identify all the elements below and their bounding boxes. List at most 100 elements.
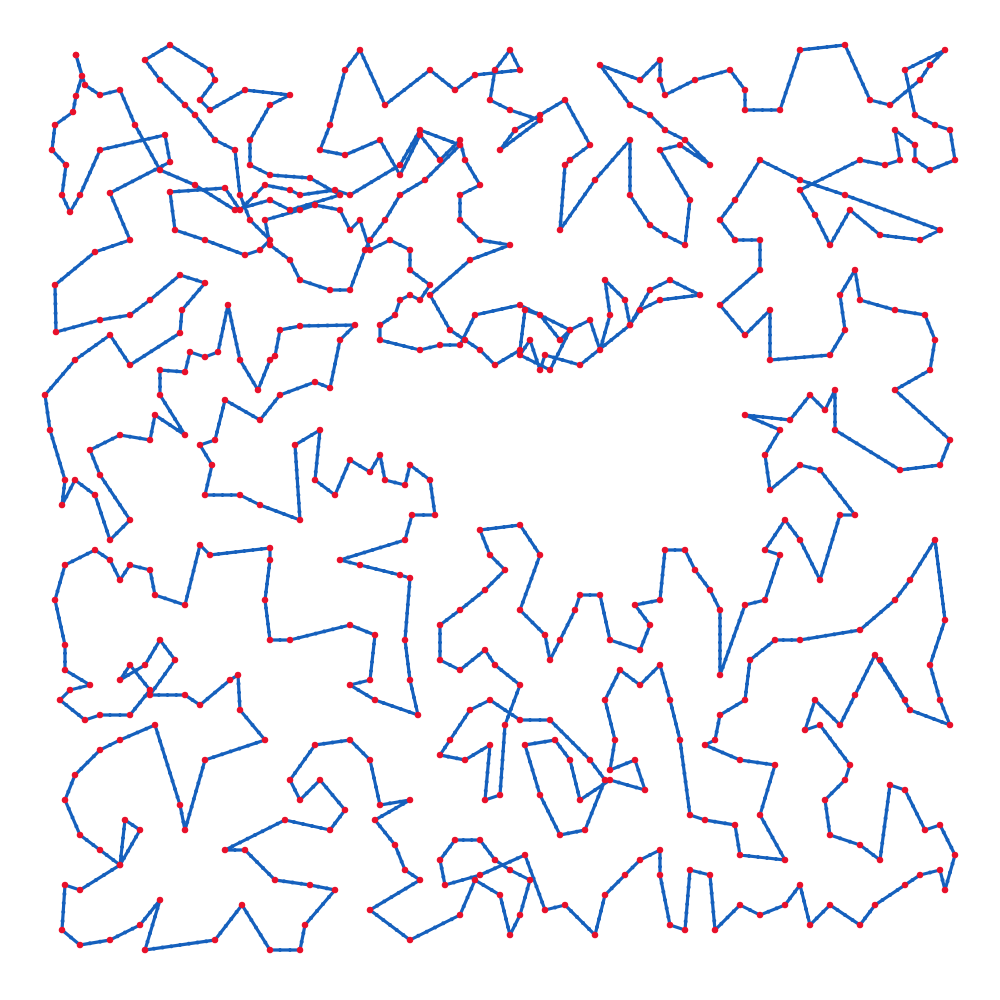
path-sample-dot [921,372,925,376]
city-point [96,746,104,754]
path-sample-dot [71,325,76,330]
city-point [656,596,664,604]
path-sample-dot [672,714,676,718]
path-sample-dot [60,469,65,474]
path-sample-dot [564,336,568,340]
city-point [836,511,844,519]
path-sample-dot [521,123,526,127]
path-sample-dot [248,146,252,151]
path-sample-dot [470,598,475,602]
city-point [58,191,66,199]
path-sample-dot [609,284,614,289]
path-sample-dot [738,81,742,86]
path-sample-dot [638,108,642,112]
path-sample-dot [451,880,456,885]
city-point [626,321,634,329]
path-sample-dot [336,800,341,805]
city-point [891,126,899,134]
path-sample-dot [118,503,122,507]
path-sample-dot [663,898,667,902]
path-sample-dot [159,48,164,52]
path-sample-dot [485,355,490,360]
path-sample-dot [764,461,769,466]
path-sample-dot [834,44,838,48]
path-sample-dot [543,739,547,744]
city-point [656,296,664,304]
city-point [626,136,634,144]
path-sample-dot [303,757,307,761]
path-sample-dot [611,730,615,734]
city-point [72,92,80,100]
path-sample-dot [569,909,573,913]
path-sample-dot [185,594,190,599]
path-sample-dot [501,358,506,362]
path-sample-dot [230,844,235,849]
path-sample-dot [770,416,774,420]
path-sample-dot [395,93,400,97]
city-point [806,921,814,929]
city-point [951,156,959,164]
city-point [856,921,864,929]
path-sample-dot [918,562,922,566]
path-sample-dot [528,114,532,119]
path-sample-dot [220,684,225,689]
path-sample-dot [723,657,728,662]
path-sample-dot [683,285,687,290]
city-point [456,666,464,674]
city-point [561,901,569,909]
city-point [606,636,614,644]
path-sample-dot [179,319,183,324]
path-sample-dot [849,700,854,705]
path-sample-dot [414,273,419,277]
path-sample-dot [407,584,412,589]
path-sample-dot [110,436,115,441]
city-point [911,141,919,149]
path-sample-dot [536,626,541,631]
path-sample-dot [382,569,386,573]
city-point [326,826,334,834]
path-sample-dot [434,166,439,171]
path-sample-dot [622,72,626,76]
path-sample-dot [80,322,85,327]
path-sample-dot [183,231,187,236]
path-sample-dot [320,383,325,387]
path-sample-dot [511,678,516,682]
path-sample-dot [124,230,129,235]
path-sample-dot [173,599,177,604]
city-point [796,636,804,644]
path-sample-dot [711,746,716,751]
path-sample-dot [600,339,605,344]
city-point [551,736,559,744]
path-sample-dot [708,882,713,887]
path-sample-dot [880,841,885,846]
path-sample-dot [170,335,175,340]
path-sample-dot [895,96,900,101]
city-point [626,101,634,109]
city-point [741,601,749,609]
path-sample-dot [718,640,722,645]
path-sample-dot [567,105,572,110]
path-sample-dot [857,685,861,689]
path-sample-dot [357,264,361,268]
path-sample-dot [401,933,406,937]
path-sample-dot [589,811,594,816]
path-sample-dot [819,353,824,358]
city-point [186,348,194,356]
path-sample-dot [878,100,882,105]
path-sample-dot [857,74,862,79]
path-sample-dot [500,863,505,867]
path-sample-dot [216,552,221,556]
path-sample-dot [561,187,566,192]
city-point [286,186,294,194]
path-sample-dot [402,88,407,92]
city-point [726,66,734,74]
path-sample-dot [79,766,84,771]
city-point [516,351,524,359]
path-sample-dot [263,940,268,945]
path-sample-dot [321,198,326,202]
path-sample-dot [262,373,266,377]
city-point [886,781,894,789]
path-sample-dot [685,902,690,907]
path-sample-dot [461,263,466,268]
tour-route [43,43,957,952]
